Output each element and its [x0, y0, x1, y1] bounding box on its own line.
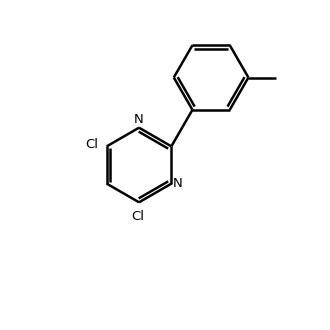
Text: Cl: Cl	[131, 211, 144, 223]
Text: N: N	[134, 113, 144, 126]
Text: Cl: Cl	[85, 138, 99, 151]
Text: N: N	[173, 177, 183, 190]
